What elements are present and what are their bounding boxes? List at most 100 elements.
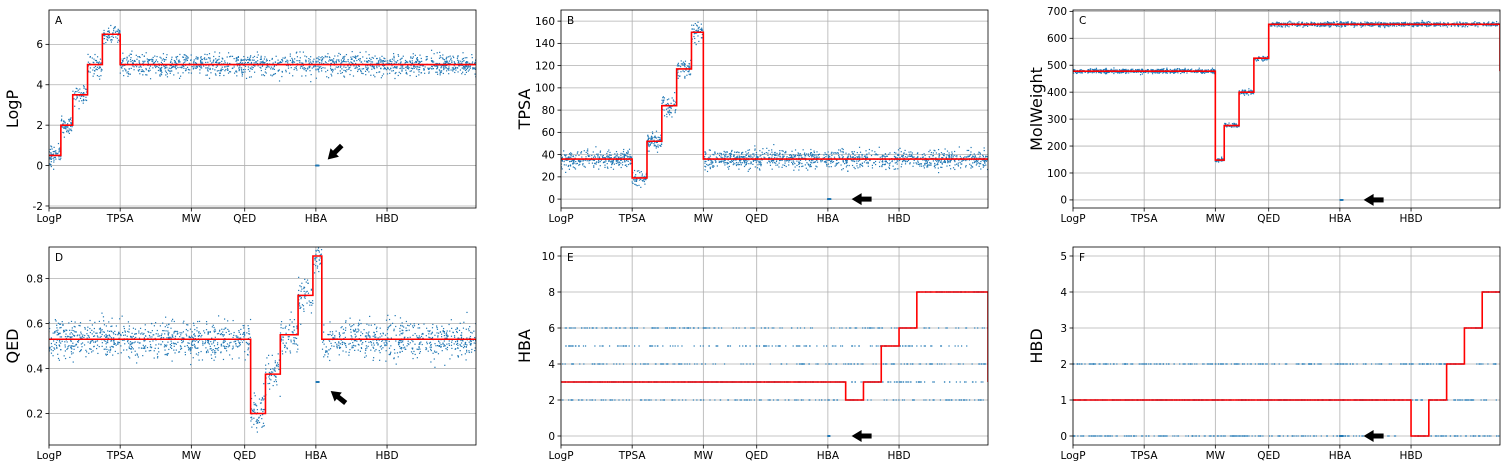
scatter-point xyxy=(728,165,730,168)
scatter-point xyxy=(767,154,769,156)
scatter-point xyxy=(753,155,755,157)
scatter-point xyxy=(849,155,851,157)
scatter-point xyxy=(778,159,781,162)
scatter-point xyxy=(119,72,121,74)
scatter-point xyxy=(854,154,856,156)
scatter-point xyxy=(842,168,844,170)
scatter-point xyxy=(308,66,310,68)
scatter-point xyxy=(714,152,716,154)
scatter-point xyxy=(346,69,348,71)
scatter-point xyxy=(247,56,249,58)
scatter-point xyxy=(400,65,402,67)
scatter-point xyxy=(652,132,654,135)
scatter-point xyxy=(680,63,683,65)
scatter-point xyxy=(825,153,827,155)
scatter-point xyxy=(632,182,634,185)
scatter-point xyxy=(139,65,141,67)
scatter-point xyxy=(957,164,959,166)
scatter-point xyxy=(1377,22,1379,24)
scatter-point xyxy=(291,60,294,62)
scatter-point xyxy=(410,67,412,69)
scatter-point xyxy=(467,66,469,68)
scatter-point xyxy=(126,72,128,74)
y-tick-label: 0 xyxy=(548,194,555,206)
scatter-point xyxy=(237,59,239,61)
scatter-point xyxy=(423,68,425,70)
scatter-point xyxy=(1276,26,1278,28)
scatter-point xyxy=(1462,25,1464,27)
scatter-point xyxy=(804,152,806,154)
scatter-point xyxy=(1106,69,1108,71)
scatter-point xyxy=(147,62,149,64)
scatter-point xyxy=(768,160,770,162)
scatter-point xyxy=(868,152,870,154)
scatter-point xyxy=(449,63,451,65)
scatter-point xyxy=(608,149,610,151)
scatter-point xyxy=(167,69,169,71)
scatter-point xyxy=(649,141,651,143)
scatter-point xyxy=(608,157,611,159)
scatter-point xyxy=(1198,67,1200,69)
scatter-point xyxy=(1150,68,1152,71)
scatter-point xyxy=(784,162,786,164)
scatter-point xyxy=(121,61,123,64)
scatter-point xyxy=(473,67,475,69)
scatter-point xyxy=(677,62,680,64)
scatter-point xyxy=(606,166,609,168)
scatter-point xyxy=(895,161,898,163)
scatter-point xyxy=(896,157,899,159)
scatter-point xyxy=(846,161,848,163)
scatter-point xyxy=(575,160,577,163)
x-tick-label: MW xyxy=(694,213,714,225)
scatter-point xyxy=(354,67,356,69)
scatter-point xyxy=(1416,21,1418,24)
scatter-point xyxy=(252,56,254,59)
scatter-point xyxy=(1443,22,1445,24)
scatter-point xyxy=(277,69,279,72)
scatter-point xyxy=(59,147,61,149)
scatter-point xyxy=(1383,22,1385,24)
scatter-point xyxy=(644,183,646,185)
scatter-point xyxy=(385,69,388,71)
scatter-point xyxy=(177,72,179,74)
scatter-point xyxy=(968,155,971,157)
scatter-point xyxy=(1336,21,1338,23)
scatter-point xyxy=(96,56,99,58)
scatter-point xyxy=(161,63,163,65)
scatter-point xyxy=(944,160,946,163)
scatter-point xyxy=(216,61,218,64)
scatter-point xyxy=(127,71,129,73)
scatter-point xyxy=(215,74,217,76)
scatter-point xyxy=(53,156,55,159)
scatter-point xyxy=(841,169,843,171)
scatter-point xyxy=(405,66,407,68)
scatter-point xyxy=(367,65,369,67)
scatter-point xyxy=(616,155,618,157)
scatter-point xyxy=(835,152,837,154)
scatter-point xyxy=(213,55,215,58)
scatter-point xyxy=(936,162,939,164)
scatter-point xyxy=(357,55,359,57)
scatter-point xyxy=(209,68,211,70)
scatter-point xyxy=(983,159,985,161)
scatter-point xyxy=(909,155,911,157)
scatter-point xyxy=(190,59,192,62)
scatter-point xyxy=(1364,25,1366,27)
scatter-point xyxy=(723,155,726,157)
scatter-point xyxy=(865,162,868,164)
scatter-point xyxy=(331,71,334,73)
scatter-point xyxy=(281,75,283,78)
scatter-point xyxy=(389,59,391,61)
scatter-point xyxy=(798,166,801,168)
scatter-point xyxy=(296,51,298,53)
scatter-point xyxy=(256,56,258,58)
scatter-point xyxy=(74,91,77,93)
scatter-point xyxy=(565,164,567,166)
scatter-point xyxy=(684,77,686,79)
scatter-point xyxy=(940,160,942,162)
scatter-point xyxy=(211,62,213,64)
scatter-point xyxy=(806,153,808,155)
scatter-point xyxy=(858,154,860,156)
scatter-point xyxy=(630,159,632,162)
scatter-point xyxy=(288,72,291,74)
